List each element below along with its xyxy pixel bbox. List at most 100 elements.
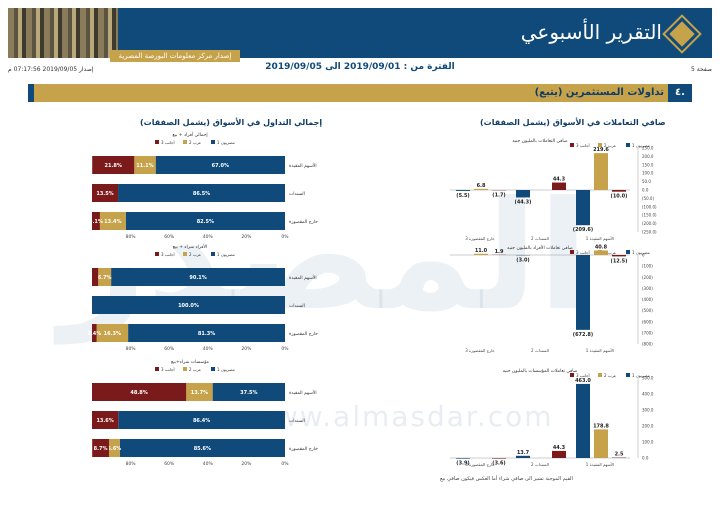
period-label: الفترة من : 2019/09/01 الى 2019/09/05 [265, 62, 455, 72]
bar-segment [155, 156, 285, 174]
bar-segment [92, 184, 119, 202]
right-legend-swatch [598, 143, 602, 147]
bar-data-label: 13.6% [96, 418, 113, 424]
axis-tick-label: 20% [241, 461, 252, 467]
axis-tick-label: (250.0) [642, 230, 657, 235]
axis-tick-label: (200) [642, 275, 653, 280]
bar-segment [119, 439, 286, 457]
left-chart-title: مؤسسات شراء+بيع [171, 359, 210, 365]
column-category-label: الأسهم المقيدة 1 [586, 462, 614, 467]
axis-tick-label: 200.0 [642, 424, 654, 429]
column-data-label: 44.3 [553, 445, 566, 451]
axis-tick-label: 100.0 [642, 171, 654, 176]
right-legend-swatch [570, 373, 574, 377]
right-legend-label: أجانب 3 [576, 250, 590, 255]
bar-data-label: 13.5% [96, 191, 113, 197]
bar-data-label: 13.7% [191, 390, 208, 396]
left-legend-swatch [183, 367, 187, 371]
right-legend-swatch [626, 143, 630, 147]
bar-segment [92, 268, 99, 286]
column-bar [474, 253, 488, 255]
bar-category-label: السندات [289, 304, 305, 309]
bar-data-label: 48.8% [130, 390, 147, 396]
bar-data-label: 100.0% [178, 303, 199, 309]
axis-tick-label: 150.0 [642, 162, 654, 167]
left-legend-label: أجانب 3 [161, 367, 175, 372]
column-bar [576, 190, 590, 226]
right-legend-swatch [570, 250, 574, 254]
axis-tick-label: 400.0 [642, 392, 654, 397]
bar-category-label: خارج المقصورة [289, 220, 318, 225]
left-legend-label: أجانب 3 [161, 252, 175, 257]
section-bar-end [28, 84, 34, 102]
bar-category-label: خارج المقصورة [289, 332, 318, 337]
left-legend-swatch [155, 367, 159, 371]
bar-category-label: السندات [289, 192, 305, 197]
right-legend-label: عرب 2 [604, 143, 616, 148]
axis-tick-label: 80% [126, 461, 137, 467]
column-data-label: 2.5 [615, 452, 624, 458]
column-data-label: (1.7) [492, 192, 505, 198]
axis-tick-label: (800) [642, 342, 653, 347]
axis-tick-label: 0% [281, 346, 289, 352]
axis-tick-label: 0% [281, 461, 289, 467]
column-data-label: (3.6) [492, 461, 505, 467]
bar-segment [98, 268, 112, 286]
column-category-label: الأسهم المقيدة 1 [586, 348, 614, 353]
bar-segment [118, 184, 286, 202]
bar-segment [92, 212, 100, 230]
column-bar [576, 383, 590, 458]
axis-tick-label: 0.0 [642, 188, 649, 193]
bar-segment [212, 383, 285, 401]
watermark-url: www.almasdar.com [250, 400, 554, 433]
column-bar [552, 182, 566, 190]
left-chart-title: إجمالي أفراد + بيع [172, 131, 207, 138]
right-chart-title: صافي التعاملات بالمليون جنيه [512, 139, 567, 144]
bar-segment [92, 296, 285, 314]
column-data-label: 463.0 [575, 378, 591, 384]
bar-category-label: الأسهم المقيدة [289, 162, 317, 169]
bar-data-label: 8.7% [94, 446, 108, 452]
issue-date: إصدار 2019/09/05 07:17:56 م [8, 66, 94, 73]
right-legend-swatch [626, 373, 630, 377]
left-legend-swatch [183, 252, 187, 256]
footer-note: القيم الموجبة تشير الى صافي شراء أما الع… [440, 476, 573, 482]
column-data-label: (10.0) [611, 194, 628, 200]
column-data-label: 44.3 [553, 177, 566, 183]
column-data-label: (3.9) [456, 461, 469, 467]
bar-segment [125, 212, 286, 230]
left-legend-label: عرب 2 [189, 140, 201, 145]
right-legend-label: عرب 2 [604, 250, 616, 255]
right-legend-swatch [570, 143, 574, 147]
axis-tick-label: 100.0 [642, 440, 654, 445]
right-legend-label: مصريون 1 [632, 373, 650, 378]
column-bar [612, 255, 626, 257]
column-data-label: 6.8 [477, 183, 486, 189]
bar-data-label: 81.3% [198, 331, 215, 337]
axis-tick-label: (500) [642, 308, 653, 313]
left-legend-label: مصريون 1 [217, 252, 235, 257]
column-category-label: السندات 2 [531, 462, 549, 467]
page-number: صفحة 5 [691, 66, 712, 73]
left-column-title: إجمالي التداول في الأسواق (يشمل الصفقات) [140, 118, 323, 127]
column-bar [612, 190, 626, 192]
report-title: التقرير الأسبوعي [520, 20, 662, 44]
left-legend-swatch [211, 252, 215, 256]
axis-tick-label: (200.0) [642, 221, 657, 226]
axis-tick-label: 0.0 [642, 456, 649, 461]
axis-tick-label: (150.0) [642, 213, 657, 218]
axis-tick-label: 200.0 [642, 154, 654, 159]
axis-tick-label: 20% [241, 234, 252, 240]
right-legend-label: أجانب 3 [576, 143, 590, 148]
bar-segment [92, 156, 135, 174]
column-data-label: 219.6 [593, 147, 609, 153]
axis-tick-label: 60% [164, 346, 175, 352]
bar-data-label: 21.8% [105, 163, 122, 169]
column-bar [594, 153, 608, 190]
left-legend-swatch [183, 140, 187, 144]
column-bar [594, 429, 608, 458]
column-bar [576, 255, 590, 330]
bar-data-label: 6.7% [98, 275, 112, 281]
right-legend-label: عرب 2 [604, 373, 616, 378]
